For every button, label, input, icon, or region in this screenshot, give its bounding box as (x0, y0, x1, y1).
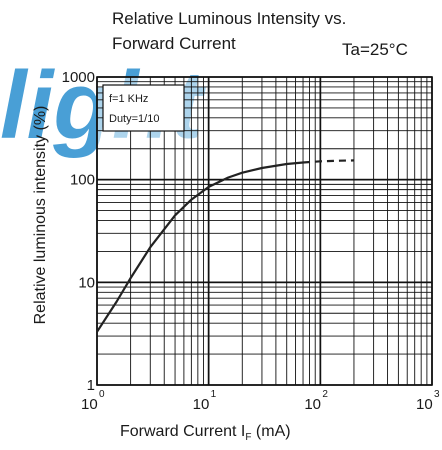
y-tick-label: 1 (87, 377, 95, 394)
legend: f=1 KHz Duty=1/10 (102, 84, 185, 132)
series-0-solid-line (96, 161, 304, 333)
chart-title-line-1: Relative Luminous Intensity vs. (112, 9, 346, 28)
y-tick-label: 100 (70, 172, 95, 189)
x-tick-exponent: 2 (322, 389, 328, 400)
chart-title-line-2: Forward Current (112, 34, 236, 53)
x-axis-label-main: Forward Current I (120, 423, 245, 440)
x-tick-label: 10 (416, 396, 433, 413)
x-tick-exponent: 0 (99, 389, 105, 400)
x-axis-label: Forward Current IF (mA) (120, 423, 291, 443)
y-tick-label: 10 (78, 274, 95, 291)
legend-line-2: Duty=1/10 (109, 113, 159, 125)
x-tick-exponent: 3 (434, 389, 440, 400)
chart-condition: Ta=25°C (342, 40, 408, 59)
x-tick-label: 10 (193, 396, 210, 413)
x-axis-label-unit: (mA) (251, 423, 290, 440)
x-tick-label: 10 (304, 396, 321, 413)
series-1-dashed-line (302, 159, 354, 164)
x-tick-exponent: 1 (211, 389, 217, 400)
x-axis-label-subscript: F (245, 432, 251, 443)
y-axis-label: Relative luminous intensity (%) (32, 106, 49, 325)
legend-box (102, 84, 185, 132)
x-tick-label: 10 (81, 396, 98, 413)
plot-series (96, 159, 354, 333)
legend-line-1: f=1 KHz (109, 93, 148, 105)
y-tick-label: 1000 (62, 69, 95, 86)
